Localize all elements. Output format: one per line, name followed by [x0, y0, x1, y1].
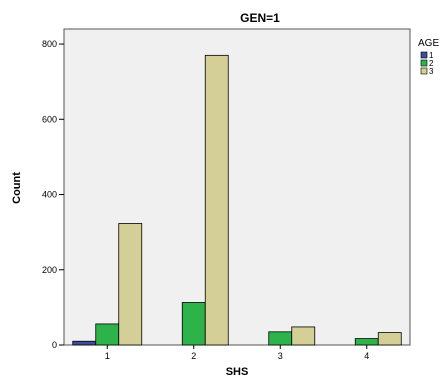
- legend-label-1: 1: [429, 51, 434, 60]
- bar-age-3-shs-2: [204, 54, 229, 346]
- legend-label-3: 3: [429, 67, 434, 76]
- bar-age-2-shs-1: [95, 323, 120, 346]
- y-axis-label: Count: [11, 172, 23, 204]
- bar-series: [72, 54, 402, 346]
- chart-title: GEN=1: [240, 11, 280, 25]
- bar-age-3-shs-4: [377, 332, 402, 346]
- legend-title: AGE: [418, 38, 439, 49]
- y-axis-ticks: 0 200 400 600 800: [42, 39, 64, 350]
- bar-age-3-shs-1: [118, 223, 143, 346]
- x-tick-label: 3: [278, 351, 283, 361]
- x-axis-ticks: 1 2 3 4: [105, 345, 369, 361]
- y-tick-label: 0: [52, 340, 57, 350]
- bar-age-2-shs-4: [354, 338, 379, 346]
- legend-swatch-1: [420, 51, 428, 59]
- bar-age-2-shs-2: [181, 302, 206, 346]
- x-tick-label: 1: [105, 351, 110, 361]
- y-tick-label: 200: [42, 265, 57, 275]
- legend-label-2: 2: [429, 59, 434, 68]
- legend-swatch-2: [420, 59, 428, 67]
- x-tick-label: 2: [191, 351, 196, 361]
- y-tick-label: 400: [42, 190, 57, 200]
- y-tick-label: 800: [42, 39, 57, 49]
- legend: AGE 123: [418, 38, 439, 76]
- legend-swatch-3: [420, 67, 428, 75]
- plot-background: [63, 28, 411, 346]
- bar-age-2-shs-3: [268, 331, 293, 346]
- x-axis-label: SHS: [226, 366, 249, 376]
- x-tick-label: 4: [364, 351, 369, 361]
- bar-age-3-shs-3: [291, 326, 316, 346]
- y-tick-label: 600: [42, 114, 57, 124]
- bar-age-1-shs-1: [72, 340, 97, 346]
